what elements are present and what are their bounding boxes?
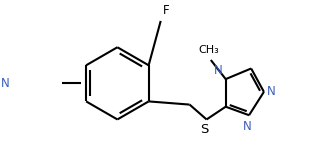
- Text: N: N: [267, 85, 276, 98]
- Text: S: S: [200, 123, 209, 136]
- Text: N: N: [1, 77, 10, 90]
- Text: F: F: [163, 4, 169, 17]
- Text: N: N: [243, 120, 252, 133]
- Text: N: N: [214, 64, 222, 77]
- Text: CH₃: CH₃: [198, 45, 219, 55]
